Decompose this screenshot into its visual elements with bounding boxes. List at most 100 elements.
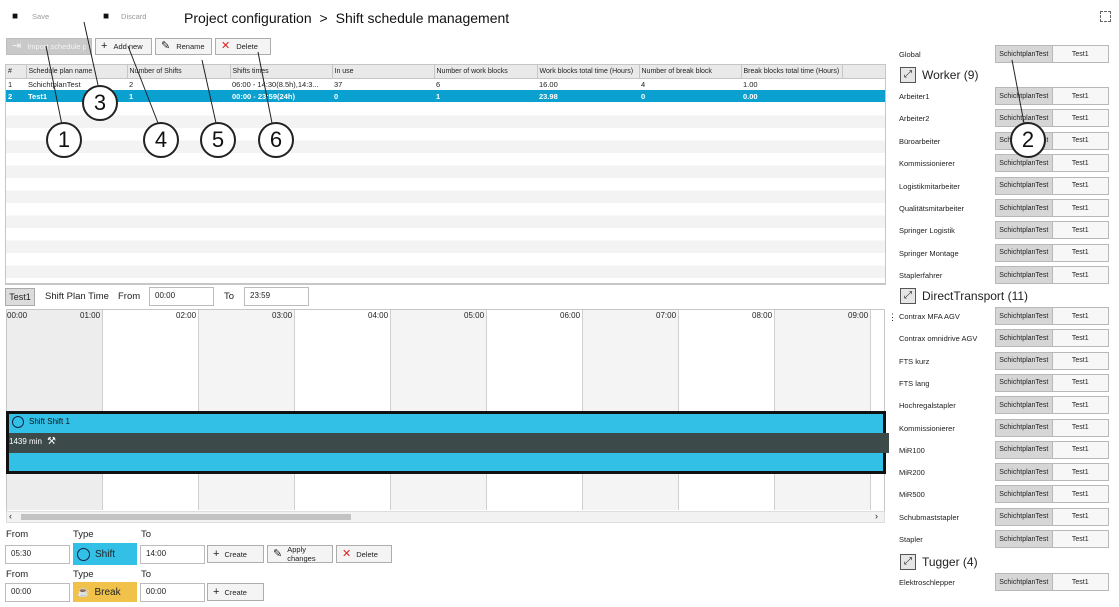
option-test1[interactable]: Test1 [1052, 266, 1109, 285]
save-button[interactable]: ■ Save [12, 11, 50, 22]
import-schedule-plan-button[interactable]: ⇥ Import schedule plan [6, 38, 92, 55]
timeline-scrollbar[interactable]: ‹ › [6, 511, 885, 523]
option-schichtplantest[interactable]: SchichtplanTest [995, 463, 1053, 482]
option-test1[interactable]: Test1 [1052, 45, 1109, 63]
option-schichtplantest[interactable]: SchichtplanTest [995, 329, 1053, 348]
option-test1[interactable]: Test1 [1052, 131, 1109, 150]
option-test1[interactable]: Test1 [1052, 329, 1109, 348]
block-from-field[interactable]: 05:30 [5, 545, 70, 564]
table-row[interactable]: 1 SchichtplanTest 2 06:00 - 14:30(8.5h),… [8, 79, 758, 89]
option-test1[interactable]: Test1 [1052, 418, 1109, 437]
option-schichtplantest[interactable]: SchichtplanTest [995, 351, 1053, 370]
group-tugger[interactable]: ⤢ Tugger (4) [900, 554, 978, 570]
option-schichtplantest[interactable]: SchichtplanTest [995, 221, 1053, 240]
option-schichtplantest[interactable]: SchichtplanTest [995, 373, 1053, 392]
column-header[interactable]: Work blocks total time (Hours) [537, 65, 640, 79]
type-break-select[interactable]: ☕ Break [73, 582, 137, 602]
group-worker[interactable]: ⤢ Worker (9) [900, 67, 978, 83]
discard-button[interactable]: ■ Discard [103, 11, 147, 22]
option-test1[interactable]: Test1 [1052, 396, 1109, 415]
create-break-button[interactable]: + Create [207, 583, 264, 601]
shift-block[interactable]: Shift Shift 1 1439 min ⚒ [6, 411, 889, 474]
option-schichtplantest[interactable]: SchichtplanTest [995, 485, 1053, 504]
expand-icon[interactable]: ⤢ [900, 67, 916, 83]
option-test1[interactable]: Test1 [1052, 221, 1109, 240]
option-test1[interactable]: Test1 [1052, 440, 1109, 459]
global-plan-selector[interactable]: SchichtplanTest Test1 [995, 45, 1109, 63]
delete-block-button[interactable]: ✕ Delete [336, 545, 392, 563]
block-to-field[interactable]: 14:00 [140, 545, 205, 564]
column-header[interactable]: Number of break block [639, 65, 742, 79]
option-test1[interactable]: Test1 [1052, 463, 1109, 482]
sidebar-resize-handle[interactable]: ⋮ [888, 312, 897, 322]
delete-button[interactable]: ✕ Delete [215, 38, 271, 55]
option-test1[interactable]: Test1 [1052, 573, 1109, 591]
break-to-field[interactable]: 00:00 [140, 583, 205, 602]
option-schichtplantest[interactable]: SchichtplanTest [995, 507, 1053, 526]
column-header[interactable]: In use [332, 65, 435, 79]
rename-button[interactable]: ✎ Rename [155, 38, 212, 55]
table-row-selected[interactable]: 2 Test1 1 00:00 - 23:59(24h) 0 1 23.98 0… [6, 90, 885, 102]
option-schichtplantest[interactable]: SchichtplanTest [995, 266, 1053, 285]
column-header[interactable]: Break blocks total time (Hours) [741, 65, 843, 79]
break-from-field[interactable]: 00:00 [5, 583, 70, 602]
column-header[interactable]: # [6, 65, 27, 79]
type-shift-select[interactable]: Shift [73, 543, 137, 565]
option-schichtplantest[interactable]: SchichtplanTest [995, 418, 1053, 437]
option-schichtplantest[interactable]: SchichtplanTest [995, 243, 1053, 262]
expand-icon[interactable]: ⤢ [900, 554, 916, 570]
column-header[interactable]: Number of work blocks [434, 65, 538, 79]
option-test1[interactable]: Test1 [1052, 199, 1109, 217]
scroll-left-icon[interactable]: ‹ [9, 511, 12, 521]
option-test1[interactable]: Test1 [1052, 307, 1109, 325]
tab-test1[interactable]: Test1 [5, 288, 35, 306]
option-schichtplantest[interactable]: SchichtplanTest [995, 530, 1053, 548]
create-button[interactable]: + Create [207, 545, 264, 563]
scroll-right-icon[interactable]: › [875, 511, 878, 521]
breadcrumb-root[interactable]: Project configuration [184, 10, 312, 26]
option-schichtplantest[interactable]: SchichtplanTest [995, 176, 1053, 195]
group-directtransport[interactable]: ⤢ DirectTransport (11) [900, 288, 1028, 304]
option-test1[interactable]: Test1 [1052, 87, 1109, 105]
option-test1[interactable]: Test1 [1052, 176, 1109, 195]
option-test1[interactable]: Test1 [1052, 507, 1109, 526]
maximize-icon[interactable] [1100, 11, 1111, 22]
option-schichtplantest[interactable]: SchichtplanTest [995, 573, 1053, 591]
option-test1[interactable]: Test1 [1052, 373, 1109, 392]
option-schichtplantest[interactable]: SchichtplanTest [995, 307, 1053, 325]
expand-icon[interactable]: ⤢ [900, 288, 916, 304]
option-test1[interactable]: Test1 [1052, 485, 1109, 504]
option-test1[interactable]: Test1 [1052, 154, 1109, 173]
option-schichtplantest[interactable]: SchichtplanTest [995, 199, 1053, 217]
plan-from-field[interactable]: 00:00 [149, 287, 214, 306]
option-test1[interactable]: Test1 [1052, 243, 1109, 262]
option-test1[interactable]: Test1 [1052, 109, 1109, 128]
option-test1[interactable]: Test1 [1052, 351, 1109, 370]
option-test1[interactable]: Test1 [1052, 530, 1109, 548]
option-schichtplantest[interactable]: SchichtplanTest [995, 87, 1053, 105]
option-schichtplantest[interactable]: SchichtplanTest [995, 396, 1053, 415]
column-header[interactable]: Shifts times [230, 65, 333, 79]
plan-to-field[interactable]: 23:59 [244, 287, 309, 306]
apply-changes-button[interactable]: ✎ Apply changes [267, 545, 333, 563]
scrollbar-thumb[interactable] [21, 514, 351, 520]
